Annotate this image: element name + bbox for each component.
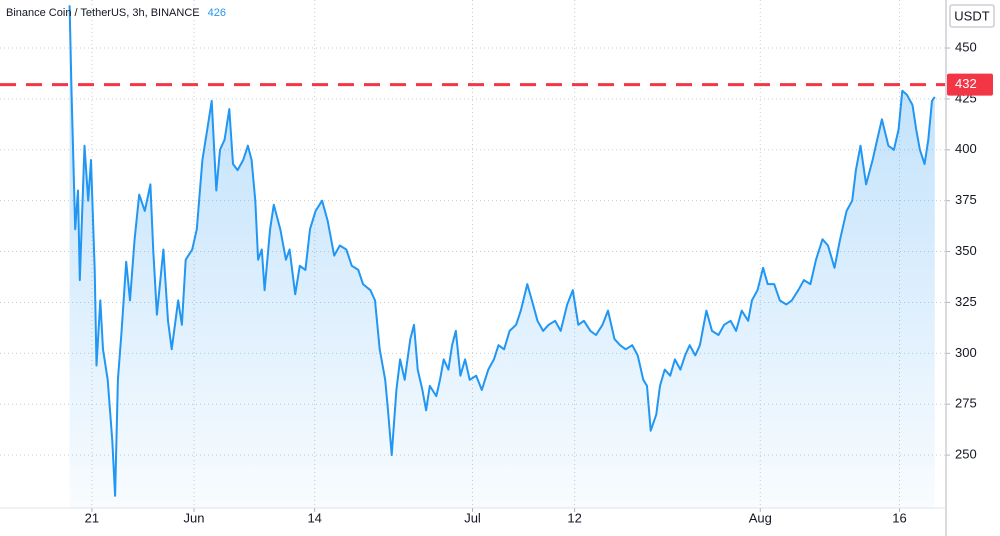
x-tick-label: Aug bbox=[749, 510, 772, 525]
y-tick-label: 325 bbox=[955, 294, 977, 309]
x-tick-label: 12 bbox=[567, 510, 581, 525]
y-tick-label: 400 bbox=[955, 141, 977, 156]
y-tick-label: 375 bbox=[955, 192, 977, 207]
x-tick-label: Jun bbox=[184, 510, 205, 525]
unit-box bbox=[949, 4, 995, 28]
y-axis-label: USDT bbox=[954, 8, 989, 23]
x-tick-label: 21 bbox=[85, 510, 99, 525]
level-label: 432 bbox=[955, 76, 977, 91]
y-tick-label: 275 bbox=[955, 396, 977, 411]
plot bbox=[0, 5, 945, 509]
x-tick-label: Jul bbox=[464, 510, 481, 525]
chart-title: Binance Coin / TetherUS, 3h, BINANCE bbox=[6, 7, 200, 19]
x-tick-label: 16 bbox=[892, 510, 906, 525]
y-tick-label: 350 bbox=[955, 243, 977, 258]
y-tick-label: 450 bbox=[955, 39, 977, 54]
level-label-box bbox=[947, 73, 993, 96]
area bbox=[69, 5, 935, 509]
y-tick-label: 300 bbox=[955, 345, 977, 360]
y-tick-label: 250 bbox=[955, 447, 977, 462]
x-tick-label: 14 bbox=[307, 510, 321, 525]
last-value: 426 bbox=[208, 7, 226, 19]
line bbox=[68, 5, 936, 497]
